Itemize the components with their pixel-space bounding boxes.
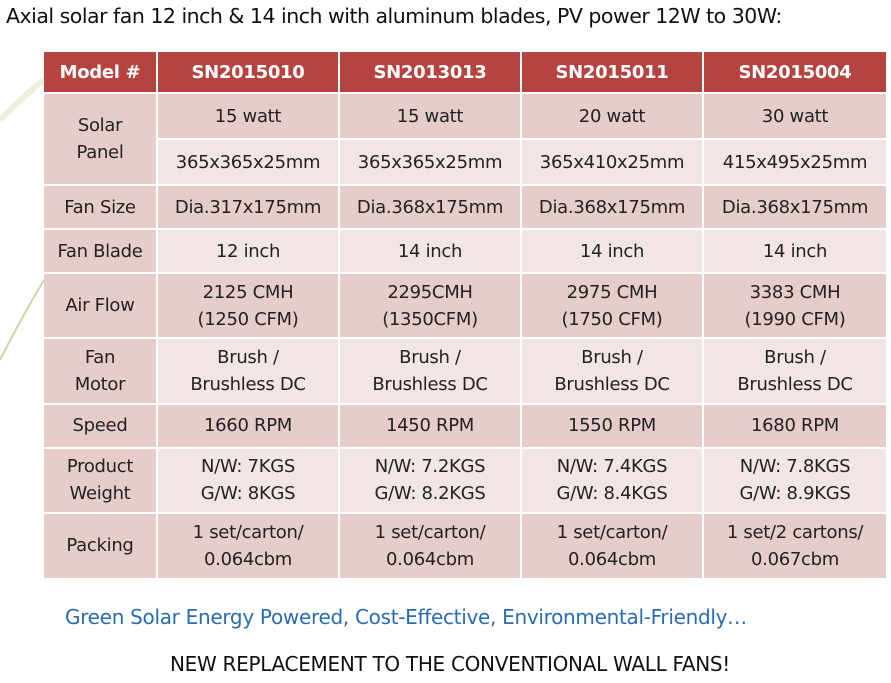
table-cell: 14 inch (340, 230, 520, 273)
tagline: Green Solar Energy Powered, Cost-Effecti… (65, 605, 747, 629)
table-row: Fan Motor Brush / Brushless DC Brush / Bru… (44, 339, 886, 403)
column-header: Model # (44, 52, 156, 92)
table-cell: Dia.368x175mm (522, 186, 702, 229)
table-cell: 365x410x25mm (522, 140, 702, 185)
table-cell: N/W: 7KGS G/W: 8KGS (158, 448, 338, 512)
table-cell: 1550 RPM (522, 404, 702, 447)
table-cell: N/W: 7.4KGS G/W: 8.4KGS (522, 448, 702, 512)
row-label: Fan Size (44, 186, 156, 229)
row-label: Air Flow (44, 274, 156, 338)
table-cell: 365x365x25mm (158, 140, 338, 185)
table-row: Packing 1 set/carton/ 0.064cbm 1 set/carto… (44, 513, 886, 578)
table-cell: 14 inch (704, 230, 886, 273)
table-cell: 15 watt (158, 94, 338, 139)
table-cell: 2975 CMH (1750 CFM) (522, 274, 702, 338)
table-cell: 1450 RPM (340, 404, 520, 447)
row-label: Fan Blade (44, 230, 156, 273)
table-cell: 2295CMH (1350CFM) (340, 274, 520, 338)
table-cell: Dia.368x175mm (704, 186, 886, 229)
table-cell: Brush / Brushless DC (522, 339, 702, 403)
column-header: SN2015011 (522, 52, 702, 92)
table-cell: 3383 CMH (1990 CFM) (704, 274, 886, 338)
table-cell: 30 watt (704, 94, 886, 139)
column-header: SN2013013 (340, 52, 520, 92)
table-cell: 1660 RPM (158, 404, 338, 447)
table-row: Solar Panel 15 watt 15 watt 20 watt 30 watt (44, 94, 886, 185)
table-cell: 1 set/2 cartons/ 0.067cbm (704, 513, 886, 578)
table-cell: 12 inch (158, 230, 338, 273)
table-cell: N/W: 7.2KGS G/W: 8.2KGS (340, 448, 520, 512)
spec-table: Model # SN2015010 SN2013013 SN2015011 SN2015… (42, 50, 888, 580)
table-cell: 14 inch (522, 230, 702, 273)
column-header: SN2015010 (158, 52, 338, 92)
row-label: Fan Motor (44, 339, 156, 403)
table-cell: Brush / Brushless DC (340, 339, 520, 403)
table-row: 365x365x25mm 365x365x25mm 365x410x25mm 415x… (44, 140, 886, 185)
table-row: Product Weight N/W: 7KGS G/W: 8KGS N/W: 7.… (44, 448, 886, 512)
row-label: Product Weight (44, 448, 156, 512)
row-label: Solar Panel (44, 94, 156, 185)
table-cell: 1 set/carton/ 0.064cbm (522, 513, 702, 578)
table-row: Fan Blade 12 inch 14 inch 14 inch 14 inch (44, 230, 886, 273)
table-cell: Brush / Brushless DC (704, 339, 886, 403)
table-cell: N/W: 7.8KGS G/W: 8.9KGS (704, 448, 886, 512)
header-row: Model # SN2015010 SN2013013 SN2015011 SN2015… (44, 52, 886, 92)
column-header: SN2015004 (704, 52, 886, 92)
table-cell: 20 watt (522, 94, 702, 139)
table-cell: Dia.368x175mm (340, 186, 520, 229)
title: Axial solar fan 12 inch & 14 inch with a… (6, 4, 782, 28)
row-label: Packing (44, 513, 156, 578)
table-cell: Dia.317x175mm (158, 186, 338, 229)
slogan: NEW REPLACEMENT TO THE CONVENTIONAL WALL… (170, 652, 731, 676)
table-row: Speed 1660 RPM 1450 RPM 1550 RPM 1680 RPM (44, 404, 886, 447)
table-cell: 1 set/carton/ 0.064cbm (158, 513, 338, 578)
table-cell: 365x365x25mm (340, 140, 520, 185)
table-cell: Brush / Brushless DC (158, 339, 338, 403)
table-cell: 415x495x25mm (704, 140, 886, 185)
table-cell: 1 set/carton/ 0.064cbm (340, 513, 520, 578)
table-cell: 1680 RPM (704, 404, 886, 447)
table-row: Fan Size Dia.317x175mm Dia.368x175mm Dia.36… (44, 186, 886, 229)
table-cell: 2125 CMH (1250 CFM) (158, 274, 338, 338)
table-row: Air Flow 2125 CMH (1250 CFM) 2295CMH (1350… (44, 274, 886, 338)
table-cell: 15 watt (340, 94, 520, 139)
row-label: Speed (44, 404, 156, 447)
